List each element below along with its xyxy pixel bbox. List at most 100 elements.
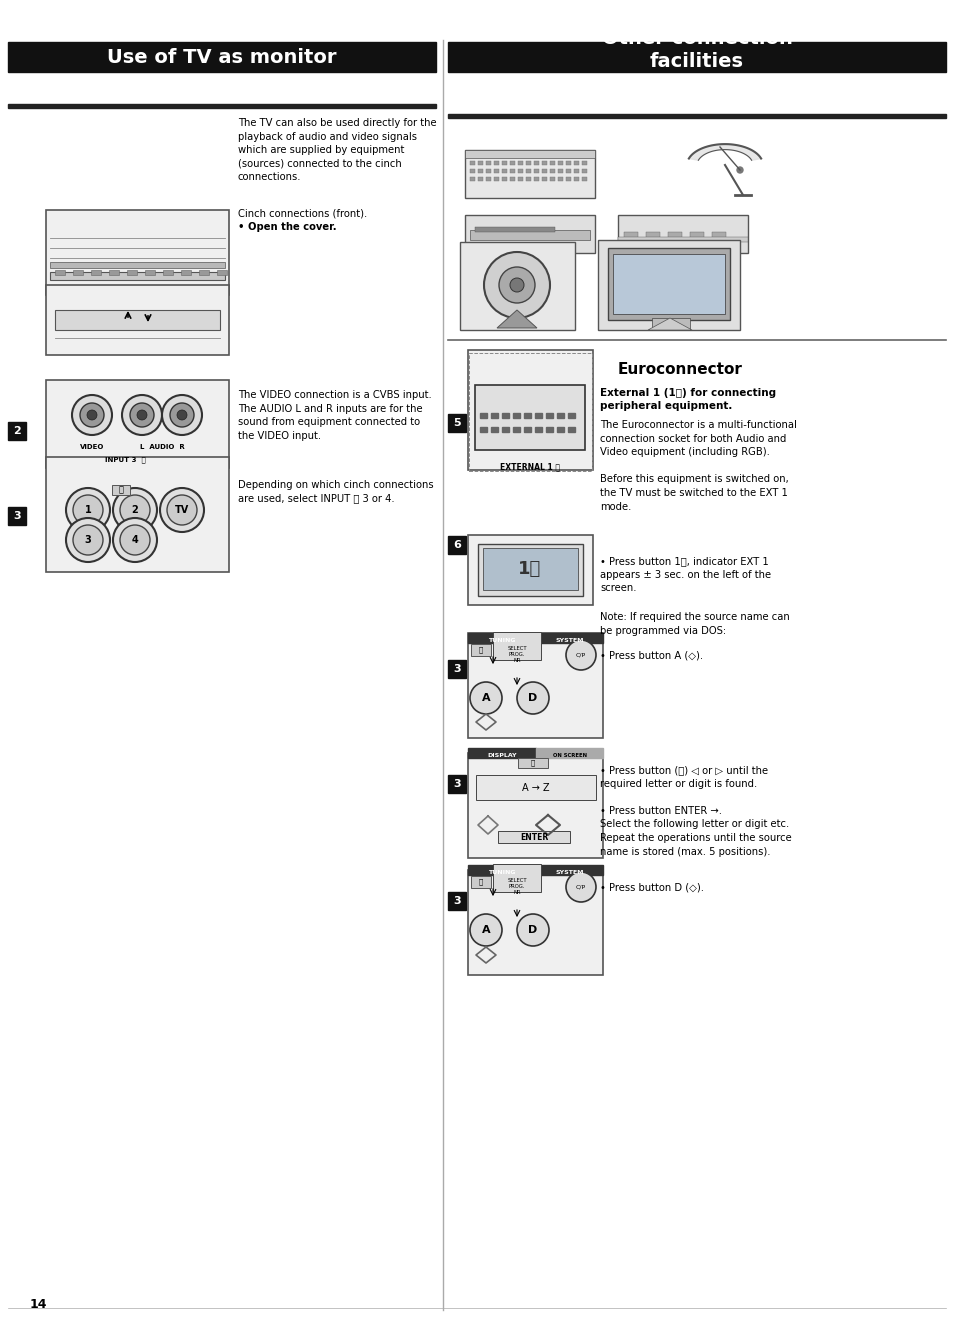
Text: External 1 (1⬞) for connecting
peripheral equipment.: External 1 (1⬞) for connecting periphera… [599,389,776,411]
Text: • Press button (⬞) ◁ or ▷ until the
required letter or digit is found.

• Press : • Press button (⬞) ◁ or ▷ until the requ… [599,765,791,857]
Bar [485,168,491,172]
Bar [448,114,945,118]
Bar [536,865,602,875]
Bar [73,271,83,274]
Bar [468,865,536,875]
Bar [109,271,119,274]
Bar [468,633,602,739]
Bar [550,160,555,164]
Bar [468,350,593,469]
Text: ENTER: ENTER [519,833,548,842]
Text: ⬞: ⬞ [478,879,482,886]
Bar [55,271,65,274]
Bar [534,160,538,164]
Text: ON SCREEN: ON SCREEN [553,753,586,758]
Circle shape [177,410,187,420]
Bar [181,271,191,274]
Bar [491,427,497,432]
Bar [50,272,225,280]
Bar [8,422,26,440]
Bar [607,248,729,320]
Circle shape [498,267,535,304]
Bar [567,427,575,432]
Bar [46,457,229,572]
Bar [667,232,681,237]
Bar [541,176,546,182]
Bar [581,168,586,172]
Bar [448,774,465,793]
Bar [470,168,475,172]
Circle shape [517,914,548,945]
Circle shape [160,488,204,532]
Bar [485,160,491,164]
Circle shape [122,395,162,435]
Bar [517,176,522,182]
Bar [50,263,225,268]
Bar [501,168,506,172]
Text: C/P: C/P [576,652,585,658]
Bar [536,748,602,758]
Circle shape [71,395,112,435]
Bar [477,176,482,182]
Bar [477,160,482,164]
Bar [525,176,531,182]
Circle shape [130,403,153,427]
Text: SYSTEM: SYSTEM [556,638,583,643]
Text: EXTERNAL 1 ⬞: EXTERNAL 1 ⬞ [499,461,559,471]
Circle shape [170,403,193,427]
Bar [464,150,595,198]
Polygon shape [647,318,691,330]
Text: ⬞: ⬞ [118,485,123,495]
Bar [510,160,515,164]
Bar [689,232,703,237]
Bar [470,229,589,240]
Circle shape [87,410,97,420]
Circle shape [66,488,110,532]
Bar [477,544,582,595]
Bar [471,644,491,656]
Text: 14: 14 [30,1298,48,1311]
Bar [517,160,522,164]
Bar [448,414,465,432]
Bar [567,412,575,418]
Bar [523,427,531,432]
Text: A → Z: A → Z [521,782,549,793]
Text: 3: 3 [13,511,21,521]
Bar [475,385,584,450]
Bar [491,412,497,418]
Bar [471,876,491,888]
Bar [448,660,465,678]
Text: 6: 6 [453,540,460,550]
Circle shape [80,403,104,427]
Circle shape [120,525,150,556]
Circle shape [737,167,742,172]
Bar [558,168,562,172]
Bar [468,753,602,858]
Text: A: A [481,693,490,703]
Text: • Press button A (◇).: • Press button A (◇). [599,650,702,660]
Bar [501,160,506,164]
Bar [469,353,592,471]
Bar [199,271,209,274]
Bar [475,227,555,232]
Circle shape [66,518,110,562]
Text: 3: 3 [453,896,460,906]
Bar [494,176,498,182]
Circle shape [137,410,147,420]
Text: VIDEO: VIDEO [80,444,104,450]
Bar [479,412,486,418]
Text: • Press button 1⬞, indicator EXT 1
appears ± 3 sec. on the left of the
screen.: • Press button 1⬞, indicator EXT 1 appea… [599,556,770,593]
Bar [565,168,571,172]
Bar [558,160,562,164]
Bar [163,271,172,274]
Polygon shape [688,145,760,160]
Bar [46,285,229,355]
Text: TV: TV [174,505,189,514]
Bar [501,176,506,182]
Text: D: D [528,926,537,935]
Text: Use of TV as monitor: Use of TV as monitor [107,48,336,66]
Bar [145,271,154,274]
Text: Depending on which cinch connections
are used, select INPUT ⬞ 3 or 4.: Depending on which cinch connections are… [237,480,434,504]
Bar [510,176,515,182]
Bar [112,485,130,495]
